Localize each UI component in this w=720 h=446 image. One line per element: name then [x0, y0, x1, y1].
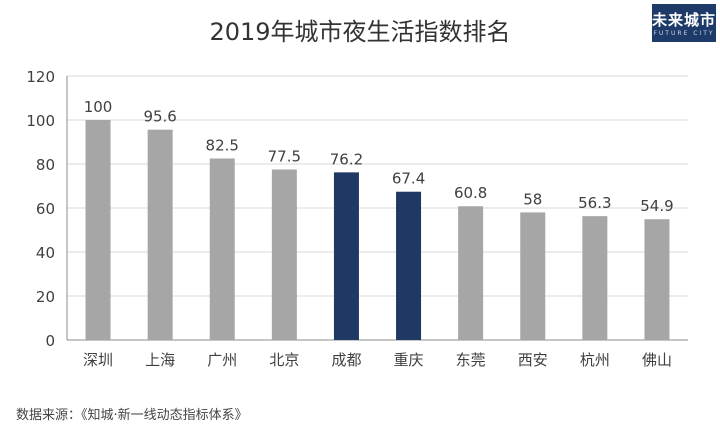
- bar: [333, 172, 359, 340]
- x-tick-label: 北京: [269, 351, 299, 369]
- x-tick-label: 佛山: [642, 351, 672, 369]
- x-tick-label: 广州: [207, 351, 237, 369]
- logo-text: 未来城市: [652, 11, 717, 29]
- y-tick-label: 80: [36, 156, 55, 174]
- data-label: 82.5: [206, 137, 239, 155]
- x-tick-label: 东莞: [456, 351, 486, 369]
- bar: [644, 219, 670, 340]
- bar: [85, 120, 111, 340]
- y-tick-label: 0: [45, 332, 55, 350]
- data-label: 67.4: [392, 170, 425, 188]
- data-label: 77.5: [268, 148, 301, 166]
- data-label: 56.3: [578, 194, 611, 212]
- chart-title: 2019年城市夜生活指数排名: [209, 18, 511, 46]
- bar: [458, 206, 484, 340]
- x-tick-label: 杭州: [580, 351, 610, 369]
- x-tick-label: 深圳: [83, 351, 113, 369]
- source-note: 数据来源：《知城·新一线动态指标体系》: [16, 408, 248, 423]
- bar: [520, 212, 546, 340]
- x-tick-label: 西安: [518, 351, 548, 369]
- x-tick-label: 上海: [145, 351, 175, 369]
- data-label: 60.8: [454, 184, 487, 202]
- y-tick-label: 20: [36, 288, 55, 306]
- y-tick-label: 40: [36, 244, 55, 262]
- y-tick-label: 60: [36, 200, 55, 218]
- data-label: 58: [523, 190, 542, 208]
- bar: [396, 191, 422, 340]
- data-label: 100: [84, 98, 113, 116]
- bar: [209, 158, 235, 340]
- brand-logo: 未来城市 FUTURE CITY: [652, 4, 716, 42]
- data-label: 76.2: [330, 150, 363, 168]
- data-label: 95.6: [143, 108, 176, 126]
- bar: [147, 129, 173, 340]
- x-tick-label: 重庆: [394, 351, 424, 369]
- x-tick-label: 成都: [331, 351, 361, 369]
- bar: [271, 169, 297, 340]
- y-tick-label: 100: [26, 112, 55, 130]
- logo-subtext: FUTURE CITY: [653, 30, 715, 37]
- y-tick-label: 120: [26, 68, 55, 86]
- data-label: 54.9: [640, 197, 673, 215]
- bar: [582, 216, 608, 340]
